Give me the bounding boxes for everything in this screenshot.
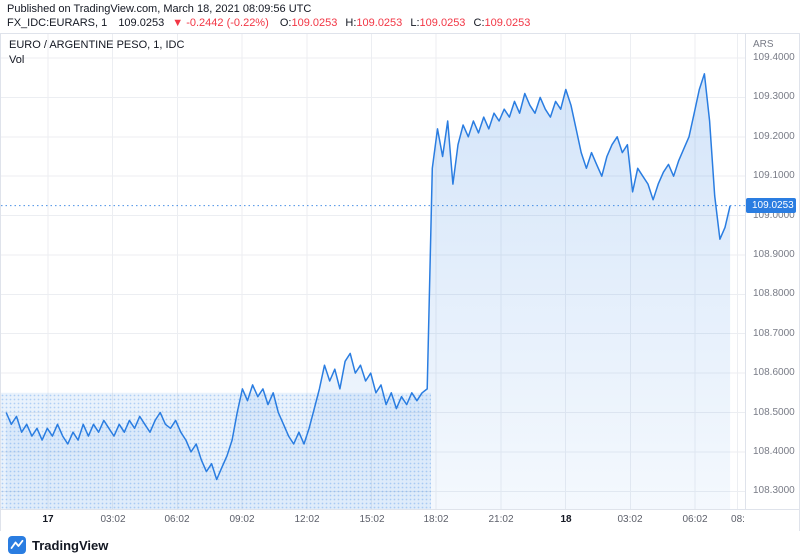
- time-axis-label: 09:02: [229, 514, 255, 525]
- price-axis-label: 109.0000: [753, 210, 795, 221]
- tradingview-logo-link[interactable]: TradingView: [8, 536, 108, 554]
- time-axis-label: 06:02: [682, 514, 708, 525]
- price-axis-label: 109.4000: [753, 52, 795, 63]
- ohlc-close: C:109.0253: [473, 17, 531, 29]
- price-axis-label: 108.4000: [753, 446, 795, 457]
- current-price-badge: 109.0253: [746, 198, 796, 213]
- price-chart-canvas[interactable]: [1, 34, 745, 509]
- ohlc-open: O:109.0253: [279, 17, 338, 29]
- tradingview-wordmark: TradingView: [32, 537, 109, 553]
- time-axis-label: 18: [560, 514, 572, 525]
- chart-legend: EURO / ARGENTINE PESO, 1, IDC Vol: [9, 39, 184, 66]
- price-axis-label: 108.9000: [753, 249, 795, 260]
- time-axis-label: 18:02: [423, 514, 449, 525]
- time-axis-label: 12:02: [294, 514, 320, 525]
- time-axis-label: 08:: [731, 514, 745, 525]
- symbol-info-line: FX_IDC:EURARS, 1 109.0253 ▼ -0.2442 (-0.…: [7, 17, 530, 29]
- chart-title: EURO / ARGENTINE PESO, 1, IDC: [9, 39, 185, 51]
- time-axis-label: 06:02: [164, 514, 190, 525]
- footer: TradingView: [0, 531, 800, 560]
- price-change: ▼ -0.2442 (-0.22%): [172, 17, 269, 29]
- price-axis-label: 109.2000: [753, 131, 795, 142]
- price-axis-label: 108.5000: [753, 407, 795, 418]
- volume-indicator-label: Vol: [9, 54, 25, 66]
- ohlc-low: L:109.0253: [410, 17, 466, 29]
- time-axis-label: 03:02: [100, 514, 126, 525]
- price-axis-label: 108.6000: [753, 367, 795, 378]
- time-axis-label: 17: [42, 514, 54, 525]
- price-axis-label: 108.8000: [753, 288, 795, 299]
- chart-pane[interactable]: EURO / ARGENTINE PESO, 1, IDC Vol: [1, 34, 745, 509]
- chart-widget: EURO / ARGENTINE PESO, 1, IDC Vol ARS 10…: [0, 33, 800, 531]
- price-axis-label: 108.3000: [753, 485, 795, 496]
- price-axis-label: 108.7000: [753, 328, 795, 339]
- tradingview-logo-icon: [8, 536, 26, 554]
- price-axis: ARS 109.0253 109.4000 109.3000 109.2000 109…: [745, 34, 799, 509]
- time-axis-label: 03:02: [617, 514, 643, 525]
- price-axis-label: 109.1000: [753, 170, 795, 181]
- time-axis-label: 15:02: [359, 514, 385, 525]
- ohlc-high: H:109.0253: [345, 17, 403, 29]
- time-axis: 17 03:02 06:02 09:02 12:02 15:02 18:02 21:02 18 0…: [1, 509, 799, 531]
- published-line: Published on TradingView.com, March 18, …: [7, 3, 312, 15]
- time-axis-label: 21:02: [488, 514, 514, 525]
- last-price: 109.0253: [118, 17, 165, 29]
- header: Published on TradingView.com, March 18, …: [0, 0, 800, 33]
- price-axis-label: 109.3000: [753, 91, 795, 102]
- axis-currency-label: ARS: [753, 39, 774, 50]
- symbol-name: FX_IDC:EURARS, 1: [7, 17, 108, 29]
